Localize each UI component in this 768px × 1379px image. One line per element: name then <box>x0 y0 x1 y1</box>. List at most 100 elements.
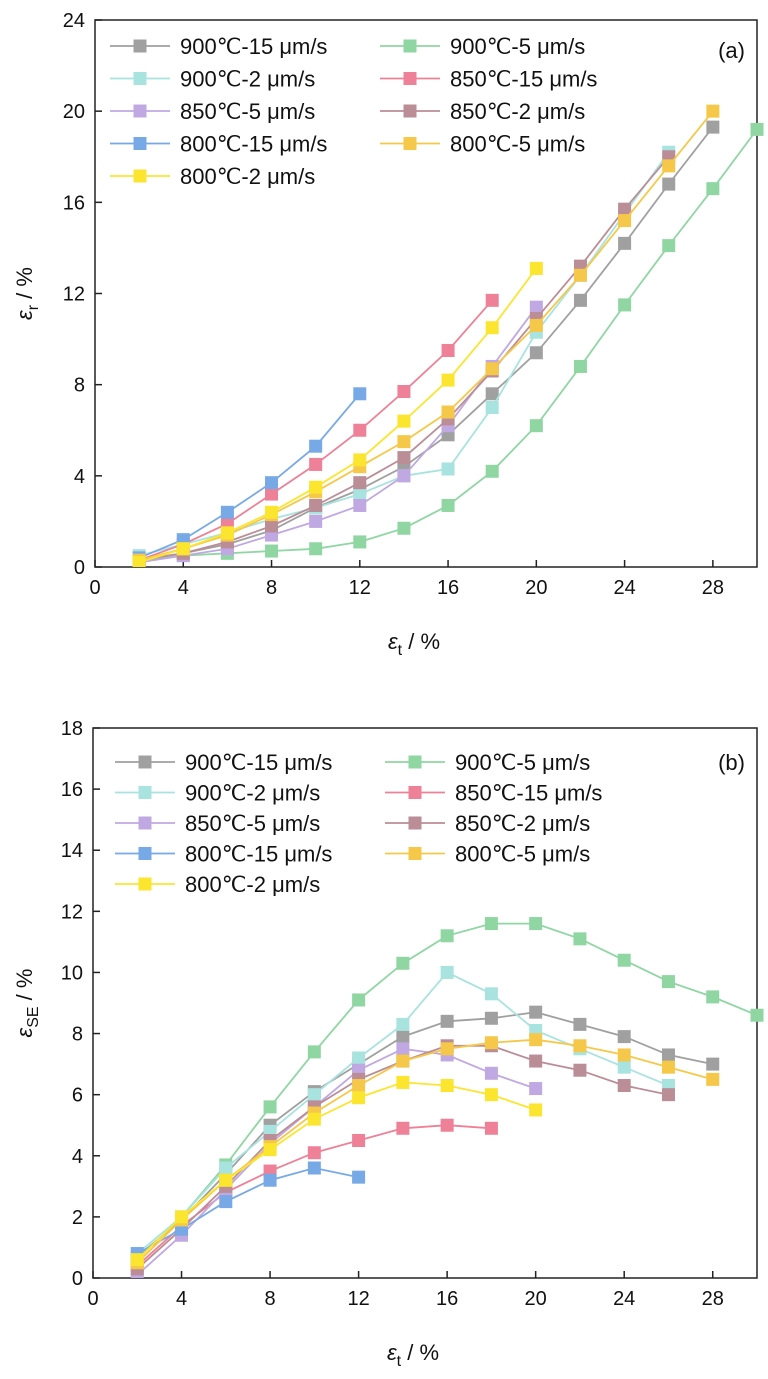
series-marker <box>618 236 632 250</box>
x-tick-label: 16 <box>436 1288 458 1310</box>
series-marker <box>529 1054 543 1068</box>
series-line <box>138 156 670 562</box>
series-marker <box>352 1134 366 1147</box>
series-marker <box>706 182 720 196</box>
series-line <box>138 267 538 564</box>
series-marker <box>219 1173 233 1187</box>
series-marker <box>573 1039 587 1053</box>
series-marker <box>529 346 543 360</box>
series-marker <box>529 917 543 931</box>
y-tick-label: 2 <box>72 1207 83 1229</box>
y-tick-label: 0 <box>72 1268 83 1290</box>
series-marker <box>573 359 587 373</box>
series-marker <box>440 965 454 979</box>
legend-swatch-marker <box>133 104 147 118</box>
legend-swatch-marker <box>138 816 152 830</box>
series-marker <box>617 1048 631 1062</box>
series-marker <box>130 1253 144 1267</box>
legend-label: 800℃-2 μm/s <box>180 164 315 189</box>
y-tick-label: 8 <box>74 375 85 397</box>
legend-label: 850℃-5 μm/s <box>185 811 320 836</box>
series-marker <box>353 387 367 401</box>
legend-label: 850℃-2 μm/s <box>450 99 585 124</box>
series-marker <box>309 480 323 494</box>
x-axis-title: εt / % <box>388 629 440 659</box>
series-marker <box>396 1042 410 1056</box>
legend-label: 800℃-15 μm/s <box>180 132 327 157</box>
series-marker <box>529 1103 543 1117</box>
series-marker <box>263 1100 277 1114</box>
x-tick-label: 24 <box>613 1288 635 1310</box>
series-marker <box>529 1033 543 1047</box>
panel-label: (a) <box>718 38 745 63</box>
series-line <box>136 971 669 1255</box>
series-marker <box>441 462 455 476</box>
legend-label: 800℃-15 μm/s <box>185 842 332 867</box>
series-marker <box>352 1051 366 1065</box>
y-tick-label: 16 <box>63 192 85 214</box>
series-line <box>138 126 714 562</box>
series-marker <box>661 1088 675 1102</box>
series-marker <box>309 457 323 471</box>
y-tick-label: 6 <box>72 1085 83 1107</box>
series-marker <box>132 555 146 567</box>
series-marker <box>307 1161 321 1175</box>
series-marker <box>353 453 367 467</box>
x-tick-label: 16 <box>437 577 459 599</box>
y-axis-title: εr / % <box>12 267 42 320</box>
series-line <box>136 1081 536 1261</box>
series-marker <box>353 487 367 501</box>
y-tick-label: 24 <box>63 10 85 32</box>
series-marker <box>397 435 411 449</box>
series-marker <box>706 1057 720 1071</box>
x-tick-label: 28 <box>702 1288 724 1310</box>
series-marker <box>397 385 411 399</box>
x-tick-label: 4 <box>176 1288 187 1310</box>
legend-swatch-marker <box>138 755 152 769</box>
y-tick-label: 4 <box>74 466 85 488</box>
series-marker <box>176 542 190 556</box>
series-marker <box>529 1082 543 1096</box>
series-marker <box>309 514 323 528</box>
series-marker <box>307 1045 321 1059</box>
series-marker <box>661 1048 675 1062</box>
x-tick-label: 20 <box>525 1288 547 1310</box>
series-marker <box>309 498 323 512</box>
legend-swatch-marker <box>408 847 422 860</box>
series-marker <box>353 498 367 512</box>
series-marker <box>353 476 367 490</box>
legend-label: 900℃-15 μm/s <box>185 750 332 775</box>
series-marker <box>440 929 454 943</box>
y-tick-label: 10 <box>61 962 83 984</box>
series-marker <box>485 400 499 414</box>
x-axis-title: εt / % <box>387 1340 439 1370</box>
series-marker <box>396 1075 410 1089</box>
legend-label: 850℃-5 μm/s <box>180 99 315 124</box>
y-tick-label: 20 <box>63 101 85 123</box>
y-tick-label: 8 <box>72 1024 83 1046</box>
series-marker <box>484 987 498 1001</box>
series-marker <box>750 122 764 136</box>
series-marker <box>220 526 234 540</box>
y-tick-label: 4 <box>72 1146 83 1168</box>
series-marker <box>750 1008 764 1022</box>
series-marker <box>263 1173 277 1187</box>
series-marker <box>309 439 323 453</box>
series-marker <box>397 451 411 465</box>
series-marker <box>484 1121 498 1135</box>
legend-swatch-marker <box>408 755 422 769</box>
y-tick-label: 12 <box>63 284 85 306</box>
legend-label: 900℃-2 μm/s <box>185 781 320 806</box>
series-marker <box>265 505 279 519</box>
series-marker <box>220 505 234 519</box>
series-marker <box>396 1121 410 1135</box>
series-marker <box>263 1143 277 1157</box>
x-tick-label: 8 <box>266 577 277 599</box>
series-marker <box>396 956 410 970</box>
series-marker <box>175 1210 189 1224</box>
series-marker <box>706 104 720 118</box>
y-tick-label: 14 <box>61 840 83 862</box>
series-marker <box>617 953 631 967</box>
series-marker <box>662 159 676 173</box>
series-marker <box>484 1088 498 1102</box>
